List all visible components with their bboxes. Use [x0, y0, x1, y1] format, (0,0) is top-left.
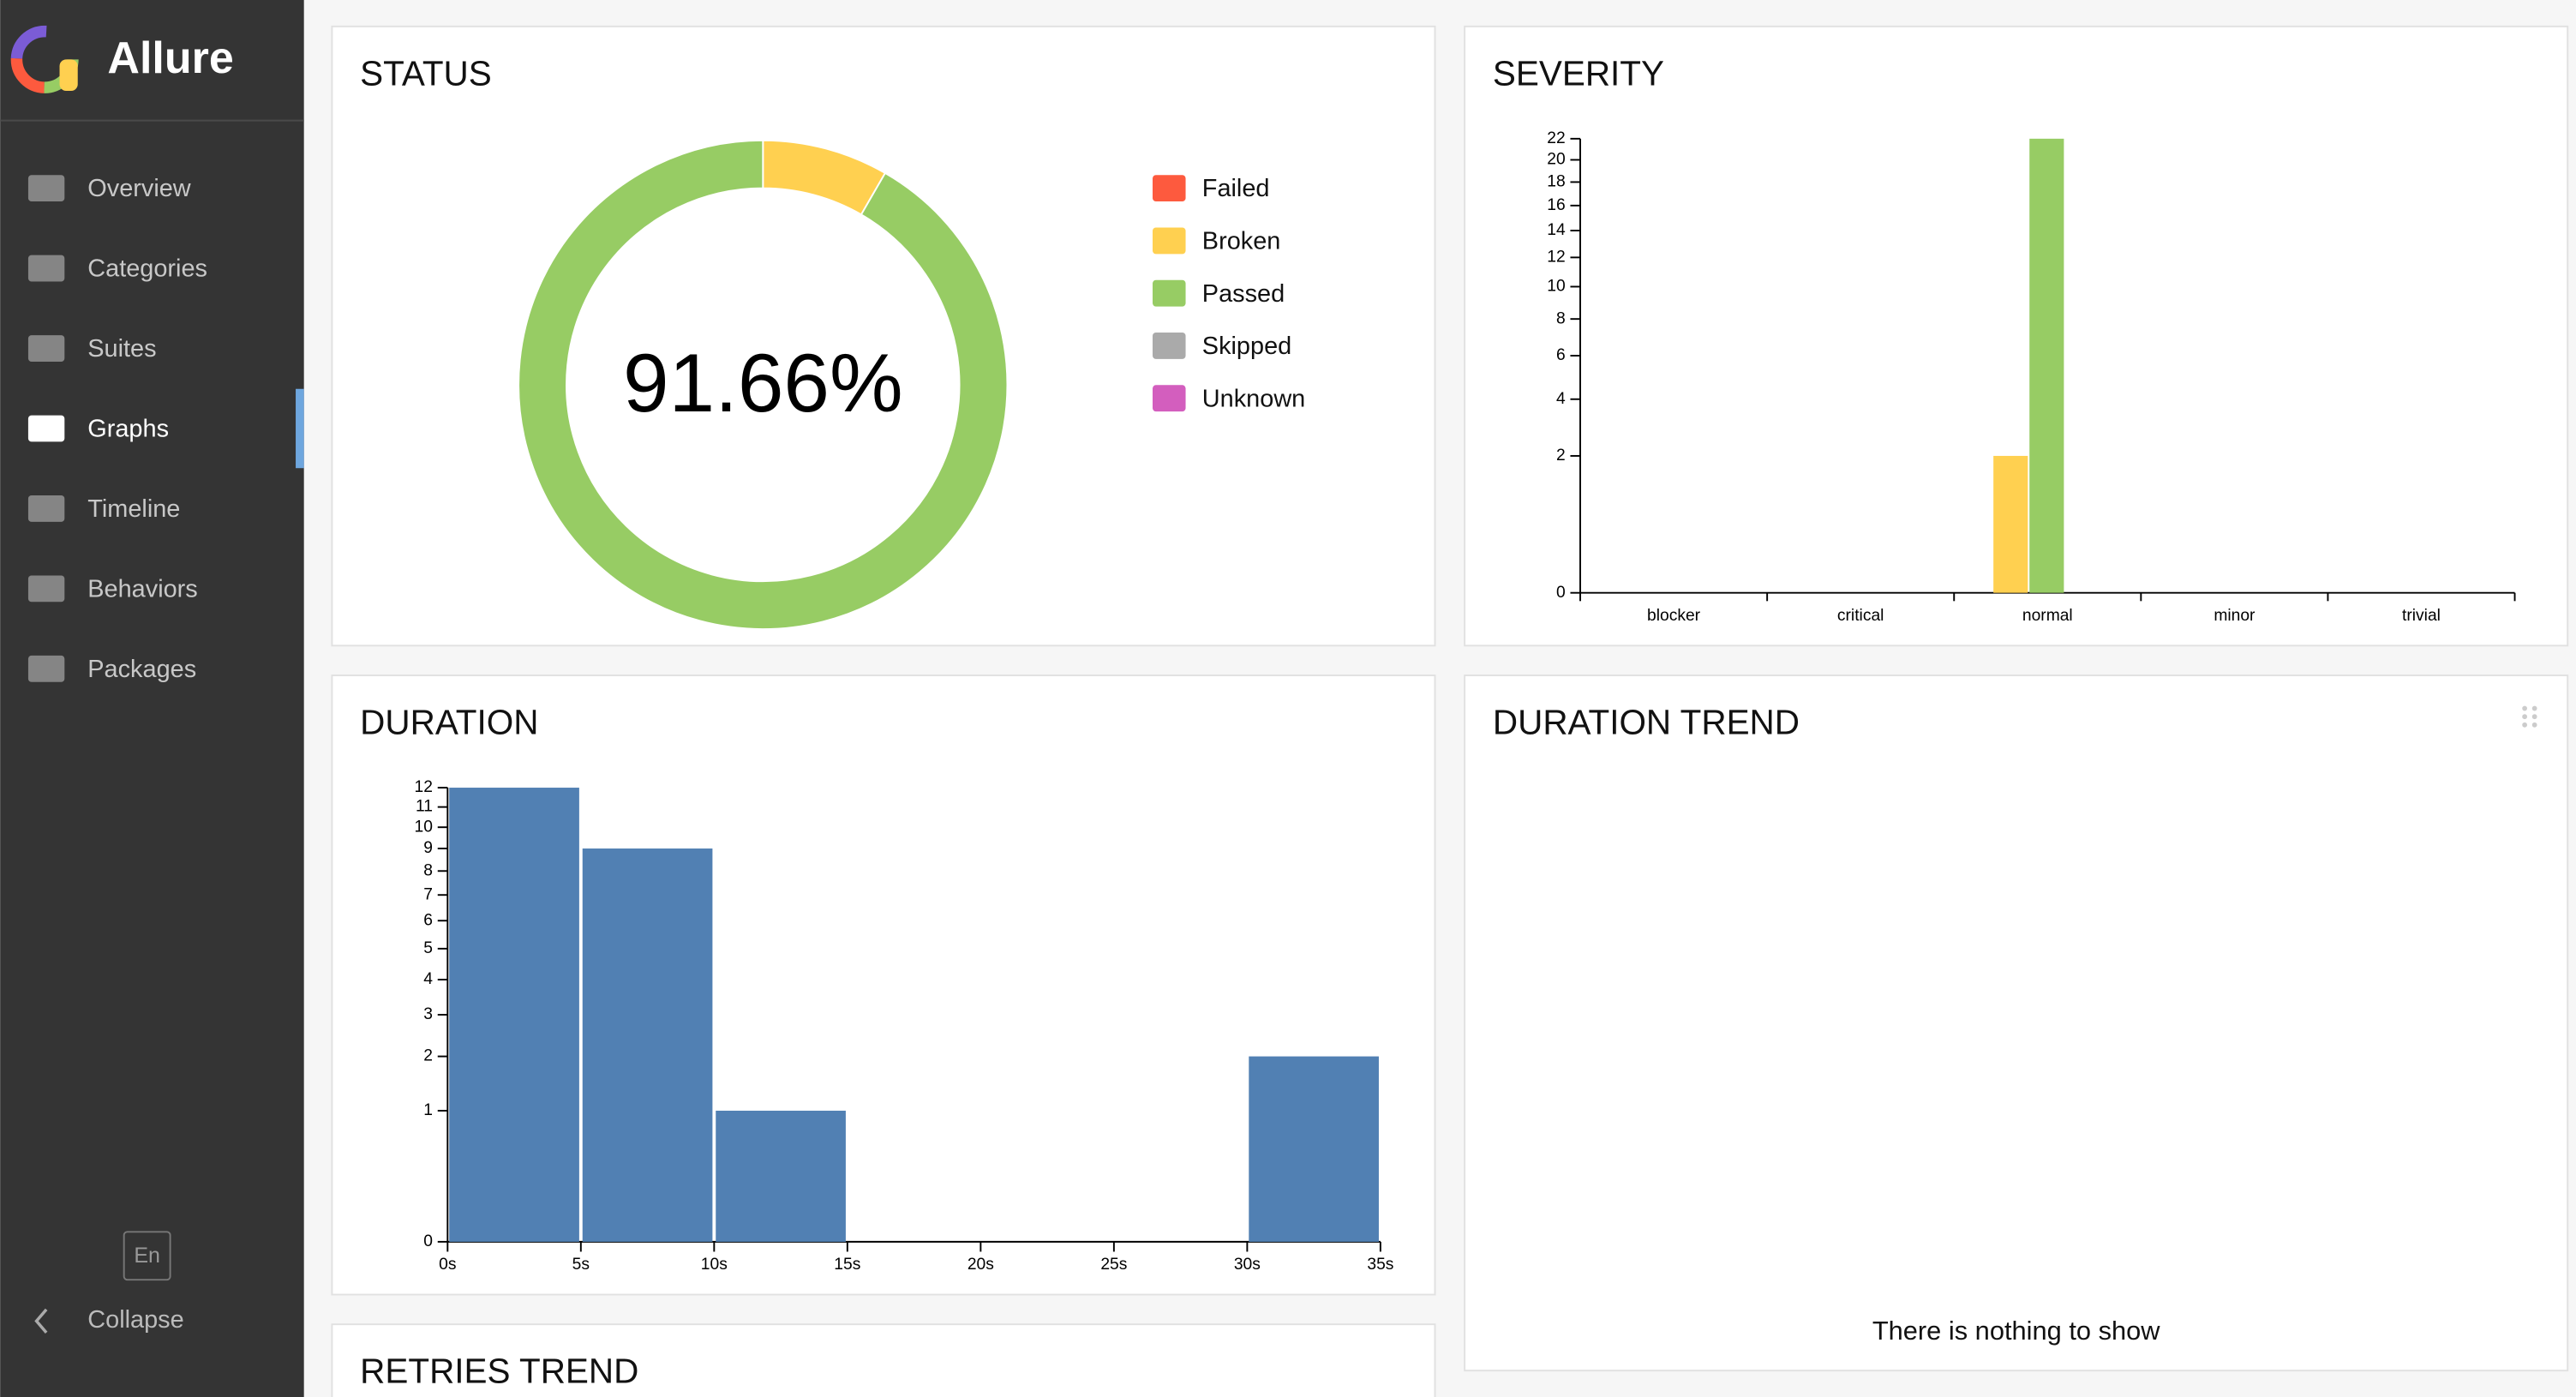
y-tick-label: 8: [423, 861, 433, 879]
nav-icon: [27, 255, 65, 282]
y-tick-label: 6: [1556, 346, 1566, 364]
histogram-bar: [582, 848, 713, 1242]
x-tick-label: 30s: [1234, 1256, 1261, 1274]
y-tick-label: 10: [415, 818, 433, 836]
x-tick-label: critical: [1837, 607, 1884, 625]
x-tick-label: 10s: [701, 1256, 728, 1274]
y-tick-label: 12: [1547, 248, 1565, 266]
y-tick-label: 7: [423, 885, 433, 903]
nav-label[interactable]: Categories: [87, 255, 207, 283]
y-tick-label: 11: [416, 798, 433, 816]
language-label[interactable]: En: [134, 1244, 160, 1268]
y-tick-label: 22: [1547, 129, 1565, 147]
y-tick-label: 6: [423, 911, 433, 929]
y-tick-label: 2: [1556, 447, 1566, 465]
y-tick-label: 14: [1547, 221, 1566, 239]
empty-message: There is nothing to show: [1872, 1316, 2160, 1346]
nav-icon: [27, 335, 65, 362]
nav-label[interactable]: Overview: [87, 175, 191, 202]
y-tick-label: 12: [415, 778, 433, 796]
nav-label[interactable]: Timeline: [87, 495, 180, 523]
nav-label[interactable]: Behaviors: [87, 575, 197, 603]
widget-title: SEVERITY: [1493, 53, 1664, 93]
x-tick-label: 20s: [967, 1256, 994, 1274]
x-tick-label: trivial: [2402, 607, 2441, 625]
legend-swatch: [1153, 333, 1186, 359]
nav-icon: [27, 495, 65, 522]
y-tick-label: 2: [423, 1047, 433, 1065]
nav-label[interactable]: Suites: [87, 335, 156, 363]
x-tick-label: minor: [2214, 607, 2255, 625]
legend-swatch: [1153, 227, 1186, 255]
x-tick-label: 15s: [834, 1256, 860, 1274]
y-tick-label: 16: [1547, 196, 1565, 214]
nav-label[interactable]: Packages: [87, 656, 196, 683]
legend-label: Skipped: [1202, 333, 1291, 360]
legend-swatch: [1153, 175, 1186, 202]
collapse-icon[interactable]: [34, 1308, 48, 1334]
nav-icon: [27, 415, 65, 442]
x-tick-label: normal: [2022, 607, 2073, 625]
x-tick-label: 25s: [1100, 1256, 1127, 1274]
histogram-bar: [1249, 1056, 1379, 1242]
widget-title: STATUS: [360, 53, 492, 93]
legend-label: Failed: [1202, 175, 1270, 202]
bar: [2029, 138, 2064, 593]
language-button[interactable]: [123, 1231, 171, 1281]
legend-label: Unknown: [1202, 385, 1305, 412]
x-tick-label: 35s: [1367, 1256, 1393, 1274]
legend-label: Passed: [1202, 280, 1285, 308]
legend-swatch: [1153, 385, 1186, 412]
nav-label[interactable]: Graphs: [87, 416, 169, 443]
logo: [10, 25, 79, 93]
y-tick-label: 5: [423, 939, 433, 957]
y-tick-label: 3: [423, 1005, 433, 1023]
y-tick-label: 18: [1547, 173, 1565, 191]
y-tick-label: 9: [423, 839, 433, 857]
legend-label: Broken: [1202, 227, 1281, 255]
y-tick-label: 4: [1556, 390, 1566, 408]
x-tick-label: blocker: [1647, 607, 1701, 625]
nav: Overview Categories Suites Graphs Timeline Be…: [27, 175, 304, 683]
y-tick-label: 8: [1556, 309, 1566, 327]
x-tick-label: 0s: [439, 1256, 456, 1274]
pie-slice: [518, 139, 1009, 631]
nav-active-indicator: [296, 388, 304, 469]
y-tick-label: 0: [423, 1232, 433, 1250]
widget-title: DURATION TREND: [1493, 703, 1800, 742]
brand: Allure: [107, 33, 233, 83]
y-tick-label: 10: [1547, 278, 1565, 296]
y-tick-label: 4: [423, 970, 433, 988]
x-tick-label: 5s: [572, 1256, 590, 1274]
widget-title: DURATION: [360, 703, 538, 742]
collapse-label[interactable]: Collapse: [87, 1306, 183, 1334]
nav-icon: [27, 575, 65, 603]
nav-icon: [27, 655, 65, 682]
sidebar: [0, 0, 304, 1397]
y-tick-label: 1: [423, 1101, 433, 1119]
legend-swatch: [1153, 279, 1186, 307]
histogram-bar: [716, 1110, 846, 1242]
y-tick-label: 20: [1547, 151, 1565, 169]
widget-title: RETRIES TREND: [360, 1352, 638, 1391]
histogram-bar: [449, 788, 579, 1242]
drag-handle[interactable]: [2522, 705, 2537, 728]
y-tick-label: 0: [1556, 584, 1566, 602]
nav-icon: [27, 175, 65, 202]
bar: [1993, 455, 2028, 593]
center-label: 91.66%: [623, 338, 903, 429]
